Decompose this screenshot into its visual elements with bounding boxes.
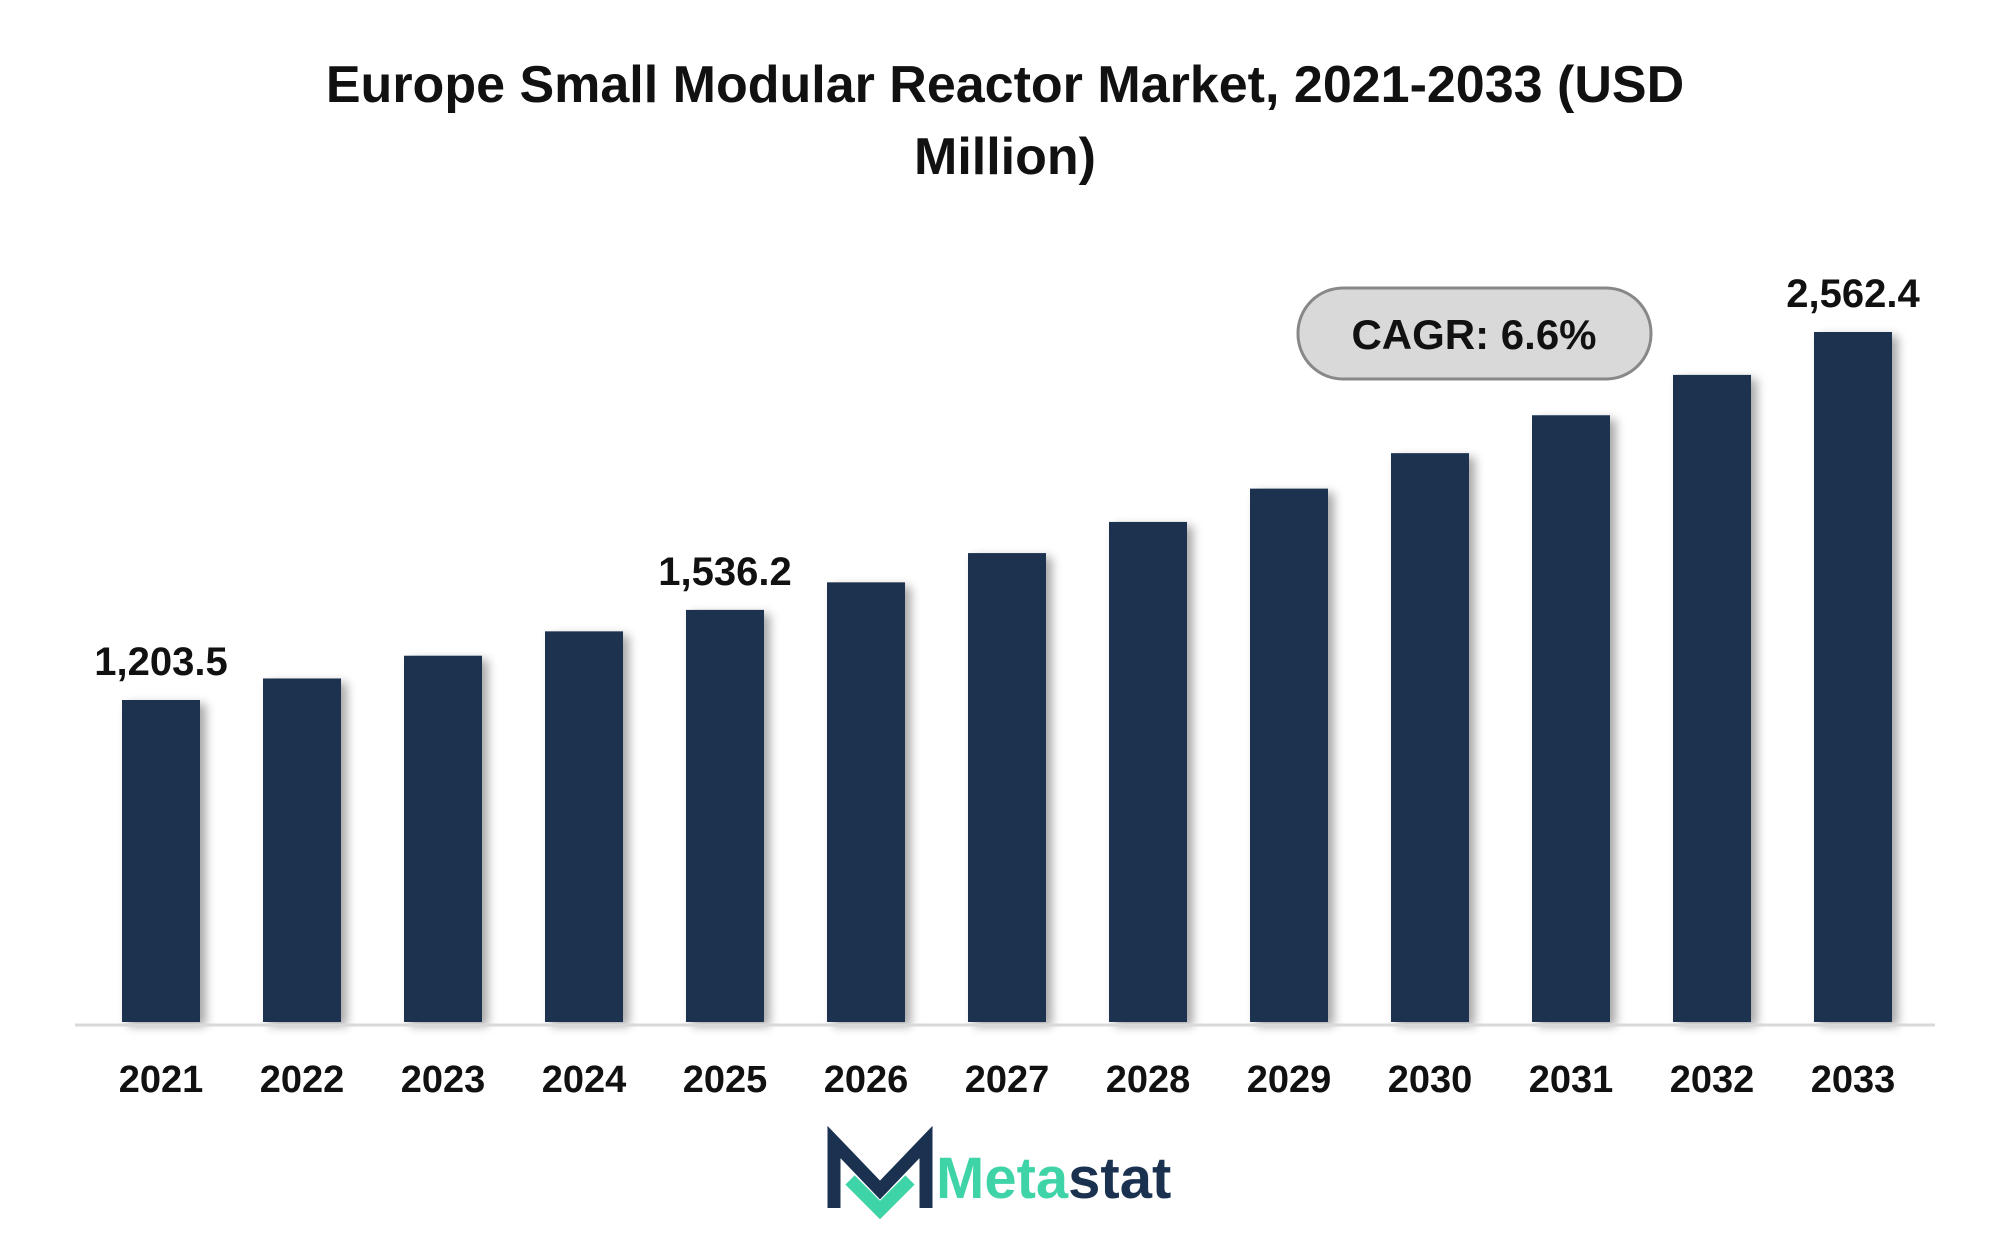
- data-label-2025: 1,536.2: [658, 550, 791, 594]
- bar-2029: [1250, 488, 1328, 1023]
- x-tick-label-2022: 2022: [260, 1059, 345, 1101]
- chart-title-line-2: Million): [914, 128, 1096, 186]
- bar-2025: [686, 609, 764, 1022]
- x-tick-label-2024: 2024: [542, 1059, 627, 1101]
- x-tick-label-2025: 2025: [683, 1059, 768, 1101]
- bar-2032: [1673, 374, 1751, 1022]
- metastat-logo-wordmark: Metastat: [936, 1146, 1171, 1211]
- bar-2030: [1391, 453, 1469, 1022]
- cagr-label: CAGR: 6.6%: [1351, 311, 1596, 358]
- cagr-badge-background: [1296, 286, 1653, 381]
- bar-2023: [404, 655, 482, 1022]
- data-label-2033: 2,562.4: [1786, 272, 1920, 316]
- bar-2024: [545, 631, 623, 1022]
- cagr-badge: CAGR: 6.6%: [1296, 286, 1653, 381]
- x-tick-label-2028: 2028: [1106, 1059, 1191, 1101]
- x-tick-label-2026: 2026: [824, 1059, 909, 1101]
- x-tick-label-2027: 2027: [965, 1059, 1050, 1101]
- metastat-logo: Metastat: [827, 1125, 1171, 1220]
- bars-group: [122, 332, 1892, 1023]
- metastat-logo-mark: [827, 1125, 933, 1220]
- x-tick-label-2029: 2029: [1247, 1059, 1332, 1101]
- x-tick-label-2031: 2031: [1529, 1059, 1614, 1101]
- logo-text-meta: Meta: [936, 1146, 1069, 1211]
- chart-title-line-1: Europe Small Modular Reactor Market, 202…: [326, 56, 1684, 114]
- bar-2033: [1814, 332, 1892, 1022]
- data-labels-group: 1,203.5 1,536.2 2,562.4: [94, 272, 1920, 684]
- bar-2027: [968, 553, 1046, 1022]
- x-tick-label-2030: 2030: [1388, 1059, 1473, 1101]
- bar-2021: [122, 700, 200, 1022]
- bar-2031: [1532, 415, 1610, 1022]
- bar-2026: [827, 582, 905, 1022]
- x-tick-label-2021: 2021: [119, 1059, 204, 1101]
- x-tick-label-2033: 2033: [1811, 1059, 1896, 1101]
- data-label-2021: 1,203.5: [94, 640, 227, 684]
- logo-text-stat: stat: [1068, 1146, 1171, 1211]
- x-tick-labels-group: 2021 2022 2023 2024 2025 2026 2027 2028 2029 2030…: [119, 1059, 1896, 1101]
- x-tick-label-2032: 2032: [1670, 1059, 1755, 1101]
- x-tick-label-2023: 2023: [401, 1059, 486, 1101]
- bar-2022: [263, 678, 341, 1022]
- bar-2028: [1109, 521, 1187, 1022]
